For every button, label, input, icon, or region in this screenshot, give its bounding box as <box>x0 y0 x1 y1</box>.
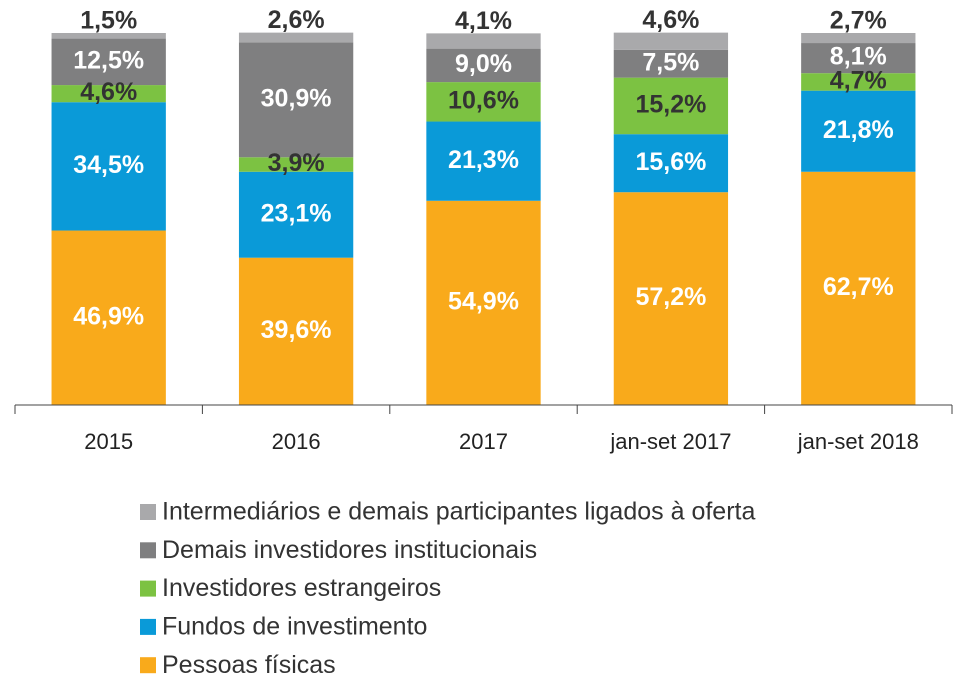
bar-segment <box>426 48 541 83</box>
bar-segment <box>238 157 354 172</box>
value-label: 62,7% <box>823 273 894 301</box>
legend-swatch <box>140 618 156 635</box>
x-tick-label: 2017 <box>459 429 508 454</box>
bar-segment <box>238 257 354 405</box>
bar-segment <box>426 121 541 201</box>
value-label: 30,9% <box>261 84 332 112</box>
bar-segment <box>613 49 729 78</box>
bar-segment <box>238 32 354 43</box>
value-label: 21,3% <box>448 146 519 174</box>
value-label: 54,9% <box>448 287 519 315</box>
value-label: 4,7% <box>830 67 887 95</box>
value-label: 39,6% <box>261 316 332 344</box>
legend-label: Fundos de investimento <box>162 613 427 641</box>
legend-swatch <box>140 580 156 597</box>
value-label: 1,5% <box>80 7 137 35</box>
bar-segment <box>613 32 729 50</box>
value-label: 12,5% <box>73 46 144 74</box>
bar-segment <box>238 171 354 258</box>
value-label: 3,9% <box>268 149 325 177</box>
bar-segment <box>51 230 166 405</box>
value-label: 21,8% <box>823 116 894 144</box>
value-label: 9,0% <box>455 50 512 78</box>
legend-swatch <box>140 542 156 559</box>
bar-segment <box>51 102 166 231</box>
value-label: 15,2% <box>635 91 706 119</box>
value-label: 2,6% <box>268 6 325 34</box>
bar-segment <box>238 42 354 158</box>
bar-segment <box>51 85 166 103</box>
bar-segment <box>801 33 916 44</box>
value-label: 57,2% <box>635 283 706 311</box>
legend-label: Investidores estrangeiros <box>162 574 441 602</box>
bar-segment <box>426 82 541 122</box>
bar-segment <box>51 38 166 86</box>
bar-segment <box>613 77 729 135</box>
legend-label: Pessoas físicas <box>162 651 336 679</box>
value-label: 15,6% <box>635 148 706 176</box>
bar-segment <box>613 134 729 193</box>
value-label: 10,6% <box>448 86 519 114</box>
legend-swatch <box>140 657 156 674</box>
x-tick-label: jan-set 2017 <box>609 429 731 454</box>
value-label: 4,6% <box>642 6 699 34</box>
x-tick-label: 2016 <box>272 429 321 454</box>
value-label: 8,1% <box>830 43 887 71</box>
x-tick-label: 2015 <box>84 429 133 454</box>
legend-label: Demais investidores institucionais <box>162 536 537 564</box>
bar-segment <box>801 73 916 91</box>
bar-segment <box>51 33 166 39</box>
value-label: 4,6% <box>80 78 137 106</box>
value-label: 34,5% <box>73 151 144 179</box>
bar-segment <box>801 171 916 405</box>
bar-segment <box>801 43 916 74</box>
bar-segment <box>426 33 541 49</box>
legend-swatch <box>140 504 156 520</box>
bar-segment <box>801 90 916 172</box>
value-label: 4,1% <box>455 7 512 35</box>
value-label: 7,5% <box>642 48 699 76</box>
value-label: 46,9% <box>73 302 144 330</box>
bar-segment <box>426 200 541 405</box>
value-label: 2,7% <box>830 7 887 35</box>
bar-segment <box>613 192 729 405</box>
legend-label: Intermediários e demais participantes li… <box>162 498 755 526</box>
x-tick-label: jan-set 2018 <box>797 429 919 454</box>
value-label: 23,1% <box>261 199 332 227</box>
